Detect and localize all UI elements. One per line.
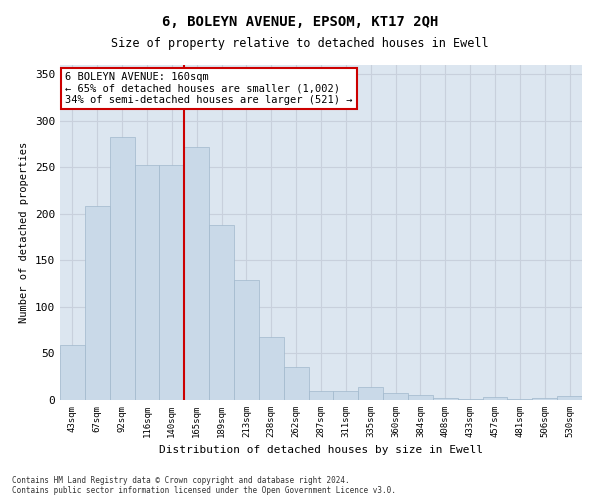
Bar: [308, 390, 334, 400]
X-axis label: Distribution of detached houses by size in Ewell: Distribution of detached houses by size …: [159, 446, 483, 456]
Bar: [482, 397, 508, 400]
Bar: [234, 280, 259, 400]
Bar: [433, 398, 458, 400]
Bar: [284, 368, 308, 400]
Bar: [557, 396, 582, 400]
Bar: [408, 396, 433, 400]
Bar: [184, 147, 209, 400]
Bar: [383, 392, 408, 400]
Bar: [134, 164, 160, 400]
Text: Contains HM Land Registry data © Crown copyright and database right 2024.
Contai: Contains HM Land Registry data © Crown c…: [12, 476, 396, 495]
Bar: [259, 336, 284, 400]
Bar: [85, 206, 110, 400]
Bar: [334, 390, 358, 400]
Bar: [160, 164, 184, 400]
Text: 6, BOLEYN AVENUE, EPSOM, KT17 2QH: 6, BOLEYN AVENUE, EPSOM, KT17 2QH: [162, 15, 438, 29]
Text: 6 BOLEYN AVENUE: 160sqm
← 65% of detached houses are smaller (1,002)
34% of semi: 6 BOLEYN AVENUE: 160sqm ← 65% of detache…: [65, 72, 353, 105]
Bar: [508, 399, 532, 400]
Y-axis label: Number of detached properties: Number of detached properties: [19, 142, 29, 323]
Bar: [209, 225, 234, 400]
Bar: [110, 136, 134, 400]
Bar: [60, 345, 85, 400]
Text: Size of property relative to detached houses in Ewell: Size of property relative to detached ho…: [111, 38, 489, 51]
Bar: [358, 387, 383, 400]
Bar: [458, 399, 482, 400]
Bar: [532, 398, 557, 400]
